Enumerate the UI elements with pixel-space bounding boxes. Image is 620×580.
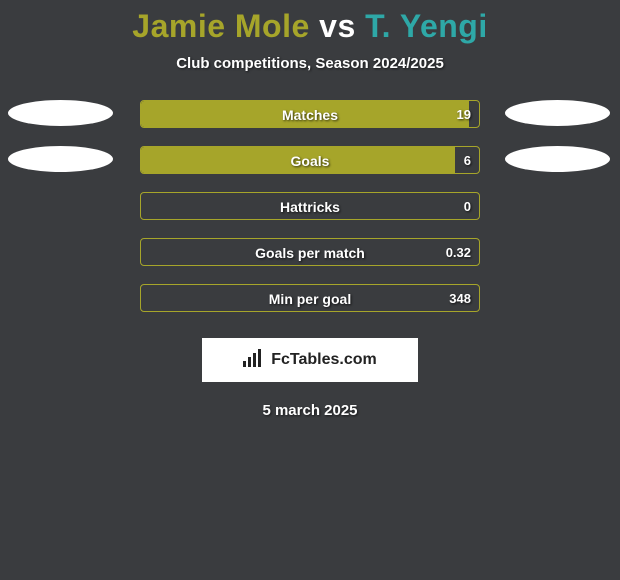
stat-right-value: 0.32: [446, 239, 471, 266]
stat-bar: Goals6: [140, 146, 480, 174]
stat-row: Goals6: [0, 146, 620, 192]
stat-bar: Goals per match0.32: [140, 238, 480, 266]
stat-bar-fill: [141, 147, 455, 173]
brand-box: FcTables.com: [202, 338, 418, 382]
stat-row: Matches19: [0, 100, 620, 146]
stat-bar: Matches19: [140, 100, 480, 128]
stat-row: Goals per match0.32: [0, 238, 620, 284]
subtitle: Club competitions, Season 2024/2025: [0, 55, 620, 72]
stat-bar-fill: [141, 101, 469, 127]
comparison-infographic: Jamie Mole vs T. Yengi Club competitions…: [0, 0, 620, 419]
date-label: 5 march 2025: [0, 402, 620, 419]
player1-name: Jamie Mole: [132, 8, 310, 44]
brand-text: FcTables.com: [271, 351, 377, 369]
stats-rows: Matches19 Goals6 Hattricks0 Goals per match…: [0, 100, 620, 330]
stat-label: Min per goal: [141, 285, 479, 312]
page-title: Jamie Mole vs T. Yengi: [0, 8, 620, 45]
stat-right-value: 6: [464, 147, 471, 174]
stat-right-value: 348: [449, 285, 471, 312]
bar-chart-icon: [243, 349, 265, 372]
team-logo-left: [8, 146, 113, 172]
team-logo-left: [8, 100, 113, 126]
team-logo-right: [505, 100, 610, 126]
team-logo-right: [505, 146, 610, 172]
player2-name: T. Yengi: [365, 8, 488, 44]
stat-bar: Hattricks0: [140, 192, 480, 220]
stat-row: Min per goal348: [0, 284, 620, 330]
stat-label: Goals per match: [141, 239, 479, 266]
stat-row: Hattricks0: [0, 192, 620, 238]
stat-label: Hattricks: [141, 193, 479, 220]
vs-label: vs: [319, 8, 356, 44]
stat-right-value: 0: [464, 193, 471, 220]
stat-bar: Min per goal348: [140, 284, 480, 312]
